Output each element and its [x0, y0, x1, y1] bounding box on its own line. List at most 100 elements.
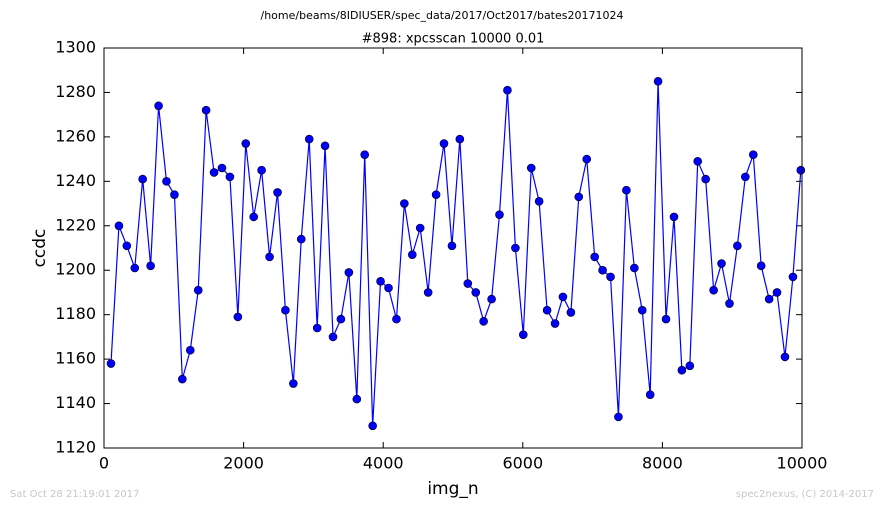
- data-point: [130, 263, 140, 273]
- data-point: [542, 305, 552, 315]
- data-point: [217, 163, 227, 173]
- data-point: [717, 259, 726, 268]
- data-point: [614, 412, 623, 422]
- data-point: [637, 305, 647, 315]
- data-point: [526, 163, 536, 173]
- data-point: [701, 174, 710, 184]
- y-tick-label: 1180: [55, 304, 96, 323]
- data-point: [725, 299, 734, 308]
- data-point: [511, 243, 520, 253]
- data-point: [439, 139, 449, 148]
- data-point: [709, 285, 718, 295]
- y-tick-label: 1280: [55, 82, 96, 101]
- data-point: [289, 379, 298, 388]
- data-point: [344, 268, 354, 277]
- data-point: [304, 134, 314, 144]
- x-tick-label: 8000: [642, 454, 683, 473]
- data-point: [312, 323, 322, 333]
- data-point: [360, 150, 370, 159]
- data-point: [154, 101, 163, 111]
- data-point: [772, 288, 782, 297]
- data-point: [185, 345, 195, 355]
- chart-subtitle: #898: xpcsscan 10000 0.01: [362, 32, 545, 47]
- data-point: [106, 359, 116, 368]
- y-tick-label: 1260: [55, 126, 96, 145]
- plot-frame: [103, 47, 803, 449]
- x-tick-label: 6000: [502, 454, 543, 473]
- data-point: [431, 190, 441, 199]
- data-point: [764, 294, 774, 304]
- data-point: [463, 279, 473, 288]
- footer-left: Sat Oct 28 21:19:01 2017: [10, 489, 140, 500]
- data-point: [455, 134, 465, 144]
- data-point: [162, 177, 171, 186]
- data-point: [423, 288, 433, 297]
- data-point: [376, 277, 385, 286]
- data-point: [146, 261, 155, 271]
- y-tick-label: 1140: [55, 393, 96, 412]
- data-point: [622, 185, 631, 195]
- data-point: [756, 261, 766, 271]
- data-point: [336, 314, 346, 324]
- data-point: [273, 188, 282, 197]
- y-tick-label: 1120: [55, 438, 96, 457]
- data-point: [170, 190, 179, 199]
- data-point: [598, 265, 607, 275]
- data-point: [281, 305, 290, 315]
- data-point: [518, 330, 528, 339]
- data-point: [193, 285, 203, 295]
- data-point: [241, 139, 251, 148]
- chart-title: /home/beams/8IDIUSER/spec_data/2017/Oct2…: [261, 9, 624, 22]
- data-point: [495, 210, 504, 219]
- data-point: [447, 241, 457, 251]
- x-axis-label: img_n: [427, 479, 478, 499]
- data-point: [550, 319, 560, 328]
- data-point: [392, 314, 401, 324]
- data-point: [471, 288, 481, 297]
- data-point: [296, 234, 306, 244]
- data-point: [265, 252, 274, 262]
- data-point: [566, 308, 576, 317]
- data-point: [201, 105, 211, 115]
- data-point: [645, 390, 655, 399]
- data-point: [415, 223, 425, 233]
- y-tick-label: 1220: [55, 215, 96, 234]
- data-point: [558, 292, 568, 302]
- data-point: [534, 197, 544, 206]
- data-point: [233, 312, 243, 322]
- data-point: [685, 361, 695, 371]
- data-point: [328, 332, 338, 342]
- data-point: [796, 165, 806, 175]
- data-point: [225, 172, 235, 182]
- data-point: [574, 192, 584, 202]
- data-point: [741, 172, 750, 182]
- y-tick-label: 1160: [55, 349, 96, 368]
- data-point: [630, 263, 639, 273]
- x-tick-label: 0: [99, 454, 109, 473]
- y-tick-label: 1300: [55, 38, 96, 57]
- data-point: [733, 241, 742, 251]
- y-tick-label: 1200: [55, 260, 96, 279]
- data-point: [320, 141, 330, 151]
- footer-right: spec2nexus, (C) 2014-2017: [736, 489, 874, 500]
- data-point: [590, 252, 599, 262]
- data-point: [780, 352, 790, 362]
- data-point: [487, 294, 496, 304]
- y-tick-label: 1240: [55, 171, 96, 190]
- data-point: [582, 154, 592, 164]
- data-point: [669, 212, 679, 222]
- x-tick-label: 4000: [363, 454, 404, 473]
- data-point: [209, 168, 219, 177]
- data-point: [408, 250, 417, 259]
- x-tick-label: 2000: [223, 454, 264, 473]
- data-point: [400, 199, 409, 208]
- data-point: [653, 77, 663, 86]
- data-point: [138, 174, 147, 184]
- data-point: [178, 374, 187, 384]
- data-point: [693, 157, 703, 166]
- data-point: [368, 421, 377, 431]
- data-point: [503, 85, 512, 95]
- data-point: [114, 221, 124, 231]
